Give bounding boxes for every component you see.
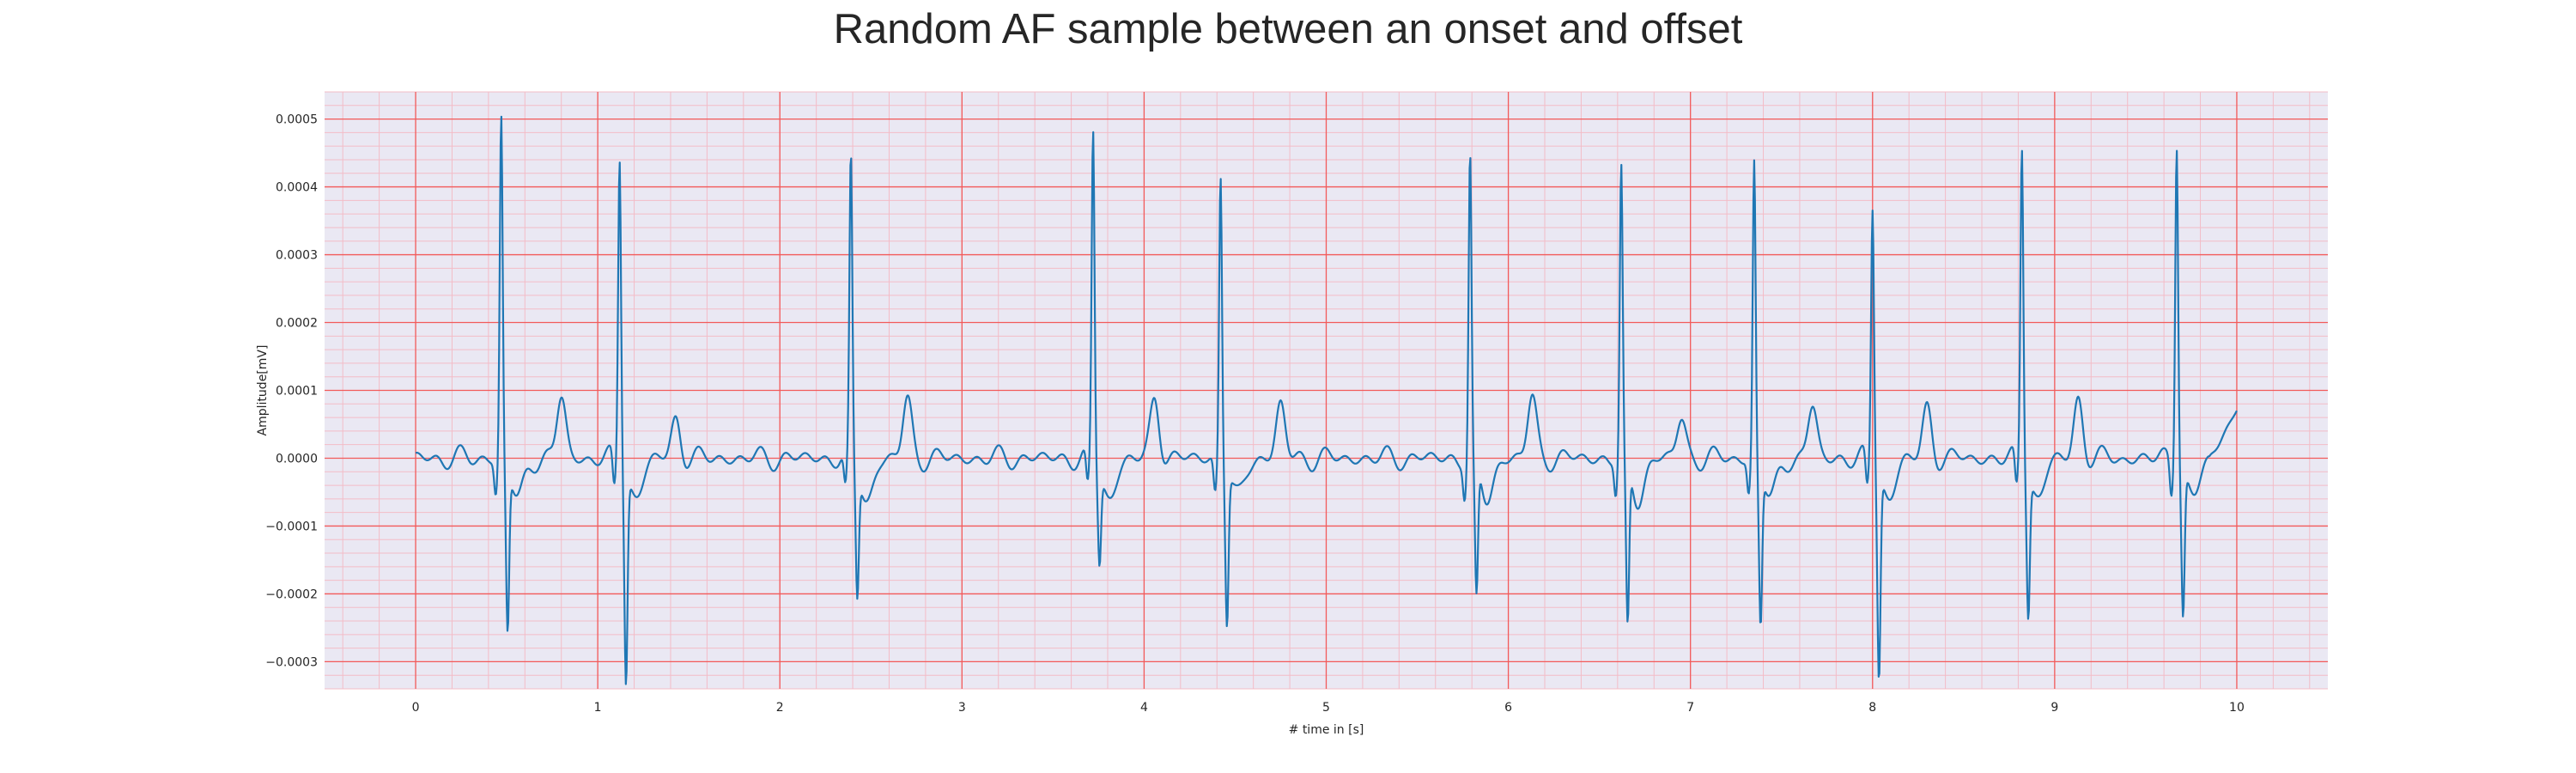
y-tick-labels: −0.0003 −0.0002 −0.0001 0.0000 0.0001 0.0002 0… [265, 113, 318, 670]
y-tick-label: 0.0002 [276, 317, 318, 331]
x-tick-label: 3 [958, 701, 966, 715]
y-tick-label: 0.0004 [276, 181, 318, 195]
y-tick-label: 0.0000 [276, 452, 318, 466]
x-axis-label: # time in [s] [1289, 723, 1364, 737]
x-tick-label: 10 [2229, 701, 2245, 715]
x-tick-labels: 0 1 2 3 4 5 6 7 8 9 10 [412, 701, 2245, 715]
major-grid [325, 92, 2328, 689]
y-tick-label: −0.0002 [265, 587, 318, 601]
y-tick-label: 0.0003 [276, 249, 318, 263]
x-tick-label: 8 [1868, 701, 1876, 715]
y-tick-label: −0.0001 [265, 520, 318, 533]
x-tick-label: 4 [1140, 701, 1148, 715]
x-tick-label: 1 [594, 701, 602, 715]
x-tick-label: 9 [2050, 701, 2058, 715]
chart-title: Random AF sample between an onset and of… [833, 6, 1743, 52]
y-tick-label: 0.0001 [276, 385, 318, 399]
x-tick-label: 6 [1504, 701, 1512, 715]
x-tick-label: 5 [1322, 701, 1330, 715]
y-axis-label: Amplitude[mV] [256, 345, 270, 436]
x-tick-label: 0 [412, 701, 420, 715]
x-tick-label: 2 [776, 701, 784, 715]
y-tick-label: −0.0003 [265, 655, 318, 669]
ecg-signal-line [415, 115, 2238, 685]
y-tick-label: 0.0005 [276, 113, 318, 127]
x-tick-label: 7 [1686, 701, 1694, 715]
